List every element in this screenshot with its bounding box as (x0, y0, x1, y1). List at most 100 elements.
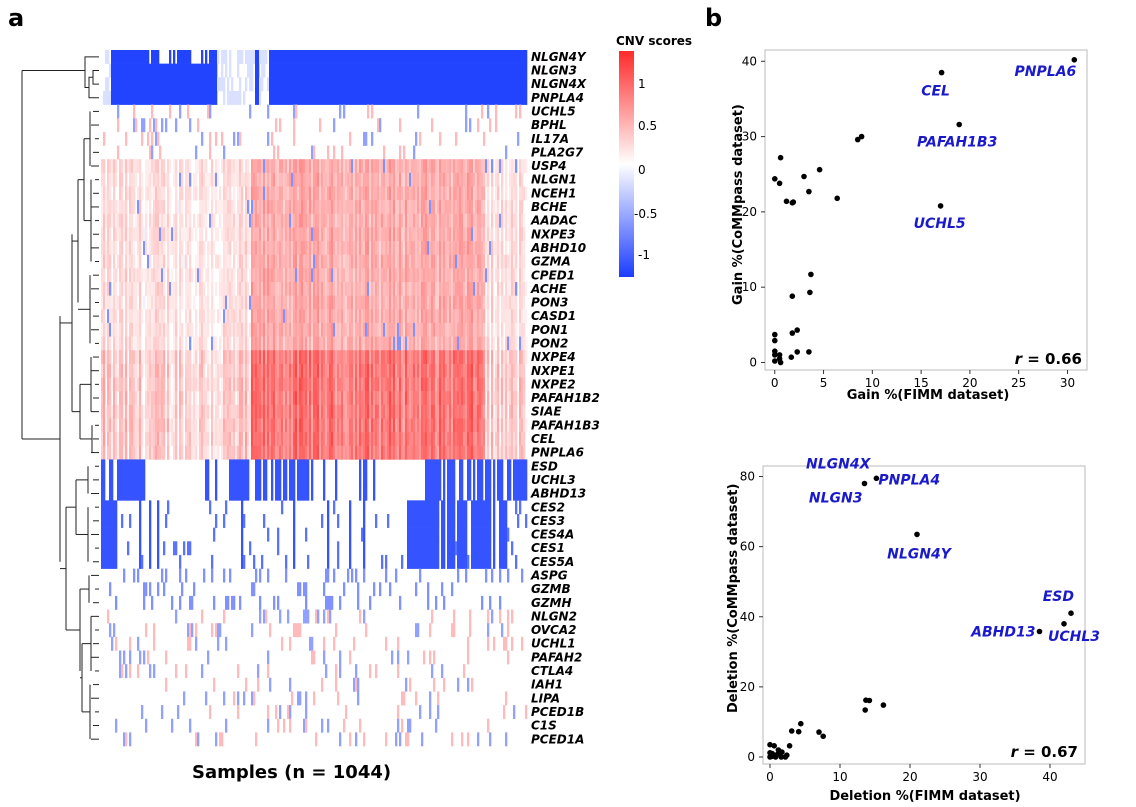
heatmap-cell (375, 391, 378, 406)
heatmap-cell (149, 172, 152, 187)
heatmap-cell (461, 254, 464, 269)
heatmap-cell (469, 282, 472, 296)
heatmap-cell (123, 432, 126, 447)
heatmap-cell (219, 200, 222, 215)
heatmap-cell (287, 227, 290, 242)
heatmap-cell (409, 254, 412, 269)
heatmap-cell (121, 350, 124, 365)
heatmap-cell (497, 295, 500, 310)
heatmap-cell (463, 295, 466, 310)
heatmap-cell (423, 63, 426, 78)
heatmap-cell (385, 350, 388, 365)
heatmap-cell (295, 104, 298, 119)
heatmap-cell (487, 309, 490, 324)
heatmap-cell (473, 309, 476, 324)
heatmap-cell (261, 350, 264, 365)
heatmap-cell (221, 282, 224, 296)
heatmap-cell (389, 282, 392, 296)
heatmap-cell (333, 268, 336, 283)
heatmap-cell (179, 104, 182, 119)
heatmap-cell (311, 227, 314, 242)
heatmap-cell (259, 200, 262, 215)
heatmap-cell (141, 268, 144, 283)
heatmap-cell (353, 377, 356, 392)
heatmap-cell (383, 418, 386, 433)
heatmap-cell (131, 377, 134, 392)
heatmap-cell (187, 363, 190, 378)
heatmap-cell (347, 200, 350, 215)
heatmap-cell (397, 377, 400, 392)
heatmap-cell (465, 200, 468, 215)
heatmap-cell (103, 241, 106, 256)
heatmap-cell (415, 200, 418, 215)
heatmap-cell (161, 322, 164, 337)
heatmap-cell (193, 90, 196, 105)
heatmap-cell (333, 50, 336, 64)
heatmap-cell (159, 350, 162, 365)
heatmap-cell (343, 282, 346, 296)
heatmap-cell (461, 90, 464, 105)
heatmap-cell (521, 282, 524, 296)
heatmap-cell (147, 404, 150, 419)
heatmap-cell (503, 363, 506, 378)
heatmap-cell (359, 159, 362, 174)
heatmap-cell (391, 77, 394, 92)
heatmap-cell (293, 363, 296, 378)
heatmap-cell (457, 213, 460, 228)
heatmap-cell (103, 159, 106, 174)
heatmap-cell (411, 241, 414, 256)
heatmap-cell (377, 391, 380, 406)
heatmap-cell (201, 241, 204, 256)
heatmap-cell (323, 213, 326, 228)
heatmap-cell (233, 90, 236, 105)
heatmap-cell (205, 159, 208, 174)
heatmap-cell (377, 377, 380, 392)
heatmap-cell (385, 186, 388, 201)
heatmap-cell (161, 63, 164, 78)
heatmap-cell (107, 322, 110, 337)
heatmap-cell (417, 172, 420, 187)
heatmap-cell (231, 77, 234, 92)
heatmap-cell (475, 186, 478, 201)
heatmap-cell (279, 282, 282, 296)
heatmap-cell (115, 377, 118, 392)
heatmap-cell (405, 186, 408, 201)
heatmap-cell (313, 322, 316, 337)
heatmap-cell (245, 268, 248, 283)
heatmap-cell (159, 90, 162, 105)
heatmap-cell (481, 282, 484, 296)
heatmap-cell (145, 391, 148, 406)
heatmap-cell (101, 268, 104, 283)
heatmap-cell (245, 432, 248, 447)
heatmap-cell (471, 363, 474, 378)
heatmap-cell (509, 186, 512, 201)
heatmap-cell (363, 90, 366, 105)
heatmap-cell (357, 404, 360, 419)
heatmap-cell (451, 336, 454, 351)
heatmap-cell (241, 322, 244, 337)
heatmap-cell (145, 377, 148, 392)
heatmap-cell (439, 63, 442, 78)
heatmap-cell (315, 363, 318, 378)
heatmap-cell (365, 268, 368, 283)
heatmap-cell (187, 186, 190, 201)
heatmap-cell (441, 254, 444, 269)
heatmap-cell (333, 77, 336, 92)
heatmap-cell (291, 363, 294, 378)
heatmap-cell (373, 200, 376, 215)
heatmap-cell (103, 391, 106, 406)
heatmap-cell (159, 309, 162, 324)
heatmap-cell (515, 186, 518, 201)
heatmap-cell (483, 63, 486, 78)
heatmap-cell (357, 159, 360, 174)
heatmap-cell (481, 322, 484, 337)
heatmap-cell (457, 90, 460, 105)
heatmap-cell (345, 350, 348, 365)
heatmap-cell (473, 404, 476, 419)
heatmap-cell (223, 241, 226, 256)
heatmap-cell (483, 377, 486, 392)
heatmap-cell (281, 418, 284, 433)
heatmap-cell (115, 227, 118, 242)
heatmap-cell (511, 391, 514, 406)
heatmap-cell (265, 432, 268, 447)
